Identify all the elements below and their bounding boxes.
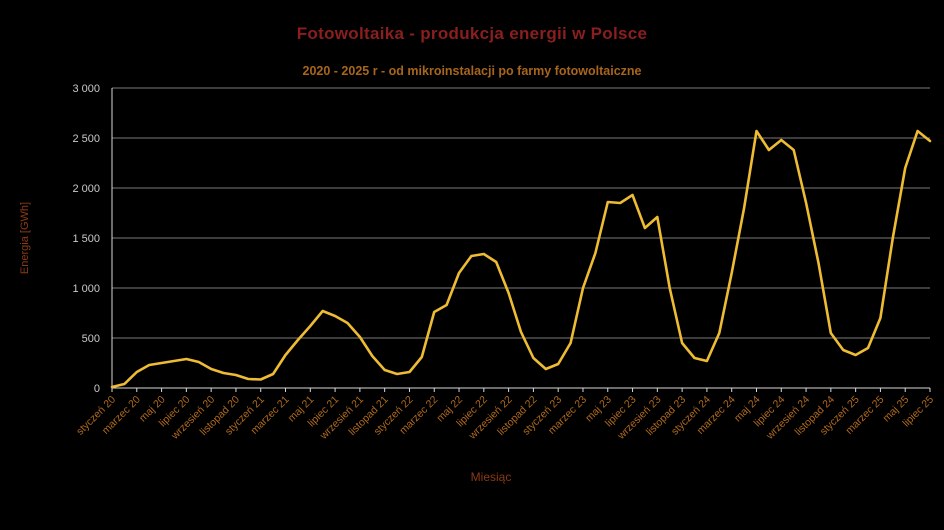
chart-title: Fotowoltaika - produkcja energii w Polsc… (296, 24, 648, 43)
y-tick-label: 1 000 (72, 283, 100, 295)
line-chart: 0 500 1 000 1 500 2 000 2 500 3 000 styczeń 20… (19, 83, 936, 484)
grid-layer: 0 500 1 000 1 500 2 000 2 500 3 000 (72, 83, 930, 395)
y-tick-label: 2 500 (72, 133, 100, 145)
data-line (110, 129, 932, 389)
chart-subtitle: 2020 - 2025 r - od mikroinstalacji po fa… (302, 64, 642, 78)
y-axis-label: Energia [GWh] (19, 202, 31, 274)
y-tick-label: 0 (94, 383, 100, 395)
series-layer (110, 129, 932, 389)
y-tick-label: 1 500 (72, 233, 100, 245)
y-tick-label: 3 000 (72, 83, 100, 95)
y-tick-label: 500 (82, 333, 100, 345)
x-axis-label: Miesiąc (471, 470, 512, 484)
y-tick-label: 2 000 (72, 183, 100, 195)
